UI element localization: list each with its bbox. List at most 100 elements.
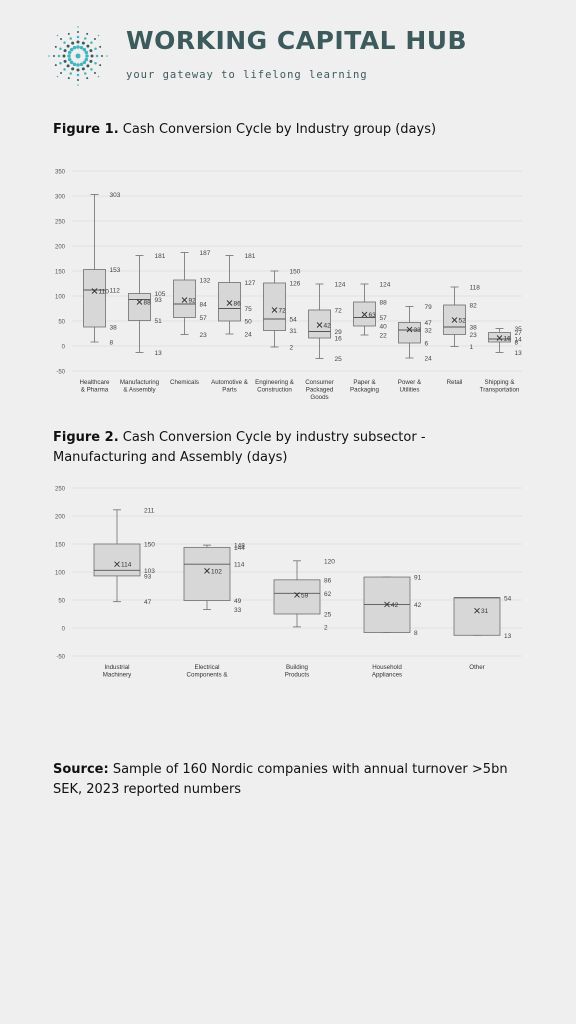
mean-label: 42 <box>391 602 399 609</box>
logo-dot <box>62 54 66 58</box>
y-tick-label: 250 <box>55 487 66 493</box>
y-tick-label: 150 <box>55 270 66 276</box>
y-tick-label: 150 <box>55 543 66 549</box>
logo-dot <box>94 62 97 65</box>
mean-label: 72 <box>279 308 287 315</box>
logo-dot <box>71 41 75 45</box>
box-iqr <box>453 597 501 636</box>
logo-dot <box>76 40 80 44</box>
value-label: 181 <box>245 253 256 260</box>
value-label: 38 <box>470 325 478 332</box>
logo-dot <box>76 68 80 72</box>
x-tick-label: Packaging <box>350 387 379 394</box>
logo-dot <box>77 31 79 33</box>
x-tick-label: Transportation <box>480 387 520 394</box>
value-label: 75 <box>245 306 253 313</box>
logo-dot <box>93 38 96 41</box>
logo-dot <box>76 63 80 67</box>
mean-label: 63 <box>369 312 377 319</box>
logo-dot <box>82 60 87 65</box>
logo-dot <box>59 62 62 65</box>
box-iqr <box>398 322 421 344</box>
mean-label: 92 <box>189 298 197 305</box>
value-label: 82 <box>470 303 478 310</box>
value-label: 23 <box>200 332 208 339</box>
value-label: 33 <box>234 607 242 614</box>
y-tick-label: 0 <box>62 627 66 633</box>
logo-dot <box>66 64 70 68</box>
logo-dot <box>48 55 50 57</box>
x-tick-label: Automotive & <box>211 379 249 386</box>
value-label: 32 <box>425 328 433 335</box>
y-tick-label: 50 <box>58 320 65 326</box>
value-label: 124 <box>380 282 391 289</box>
mean-label: 110 <box>99 289 110 296</box>
value-label: 124 <box>335 282 346 289</box>
x-tick-label: Products <box>285 672 309 679</box>
logo-dot <box>56 75 59 78</box>
logo-dot <box>84 37 87 40</box>
logo-dot <box>99 64 102 67</box>
logo-dot <box>82 47 87 52</box>
logo-dot <box>54 45 57 48</box>
x-tick-label: Healthcare <box>80 379 110 386</box>
value-label: 84 <box>200 302 208 309</box>
logo-dot <box>63 41 66 44</box>
x-tick-label: Parts <box>222 387 236 394</box>
x-tick-label: Household <box>372 664 402 671</box>
value-label: 25 <box>324 612 332 619</box>
logo-dot <box>76 73 80 77</box>
value-label: 24 <box>245 332 253 339</box>
logo-dot <box>67 77 70 80</box>
mean-marker <box>496 335 503 341</box>
value-label: 144 <box>234 545 245 552</box>
box-iqr <box>218 282 241 322</box>
value-label: 86 <box>324 577 332 584</box>
logo-dot <box>67 32 70 35</box>
x-tick-label: Packaged <box>306 387 334 394</box>
logo-dot <box>97 34 100 37</box>
y-tick-label: 50 <box>58 599 65 605</box>
figure-1-label: Figure 1. <box>53 122 119 137</box>
mean-marker <box>204 568 210 574</box>
box-iqr <box>83 269 106 328</box>
value-label: 27 <box>515 330 523 337</box>
y-tick-label: 100 <box>55 295 66 301</box>
logo-dot <box>63 49 67 53</box>
mean-label: 102 <box>211 568 222 575</box>
box-5: 31 54 13 <box>453 595 512 640</box>
x-tick-label: Shipping & <box>485 379 516 386</box>
x-tick-label: & Assembly <box>123 387 156 394</box>
box-4: 86 181 127 75 50 24 <box>218 253 256 339</box>
value-label: 51 <box>155 318 163 325</box>
box-7: 63 124 88 57 40 22 <box>353 282 391 340</box>
logo-dot <box>60 38 63 41</box>
box-4: 42 91 42 8 <box>363 575 422 637</box>
value-label: 50 <box>245 319 253 326</box>
x-tick-label: Goods <box>310 394 328 400</box>
x-tick-label: Construction <box>257 387 292 394</box>
logo-dot <box>77 84 79 86</box>
mean-label: 114 <box>121 562 132 569</box>
x-tick-label: Industrial <box>104 664 129 671</box>
mean-marker <box>451 317 458 323</box>
value-label: 31 <box>290 328 298 335</box>
logo-dot <box>97 75 100 78</box>
logo-dot <box>90 54 94 58</box>
logo-dot <box>84 72 87 75</box>
x-tick-label: Electrical <box>194 664 219 671</box>
mean-marker <box>271 307 278 313</box>
value-label: 211 <box>144 507 155 514</box>
value-label: 22 <box>380 333 388 340</box>
logo-dot <box>89 59 93 63</box>
logo-dot <box>69 37 72 40</box>
logo-dot <box>77 79 79 81</box>
y-tick-label: -50 <box>56 370 65 376</box>
logo-dot <box>85 54 89 58</box>
logo-dot <box>86 77 89 80</box>
logo-dot <box>79 45 84 50</box>
mean-marker <box>474 607 480 614</box>
logo-dot <box>86 64 90 68</box>
